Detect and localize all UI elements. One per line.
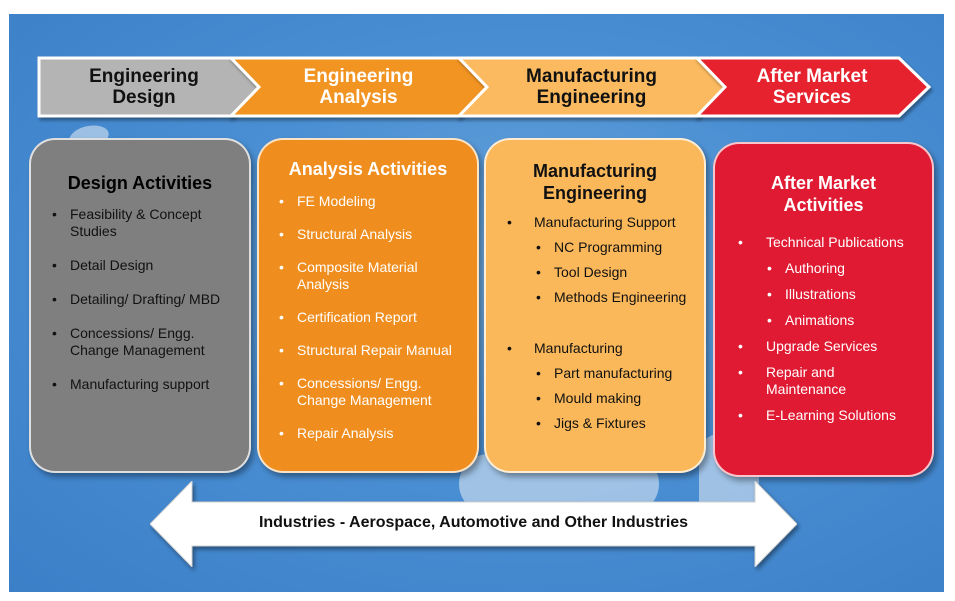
analysis-card-title: Analysis Activities	[288, 159, 448, 179]
stage-label-analysis: Engineering Analysis	[303, 66, 414, 108]
list-item: • Structural Repair Manual	[279, 342, 452, 358]
list-item: • Repair and Maintenance	[738, 364, 847, 397]
list-item: • NC Programming	[536, 239, 663, 255]
diagram-canvas: Engineering Design Engineering Analysis …	[9, 14, 944, 592]
list-item: • Jigs & Fixtures	[536, 415, 646, 431]
list-item: • Mould making	[536, 390, 642, 406]
design-activities-card: Design Activities • Feasibility & Concept…	[29, 138, 251, 473]
list-item: • Methods Engineering	[536, 289, 687, 305]
design-card-title: Design Activities	[67, 173, 213, 193]
stage-label-aftermarket: After Market Services	[756, 66, 868, 108]
list-item: • Part manufacturing	[536, 365, 673, 381]
list-item: • Manufacturing Support	[507, 214, 676, 230]
list-item: • Manufacturing support	[52, 376, 210, 392]
stage-label-manufacturing: Manufacturing Engineering	[526, 66, 657, 108]
list-item: • Manufacturing	[507, 340, 623, 356]
industries-arrow	[150, 481, 797, 567]
industries-label: Industries - Aerospace, Automotive and O…	[258, 514, 689, 531]
list-item: • Certification Report	[279, 309, 417, 325]
list-item: • Technical Publications	[738, 234, 904, 250]
list-item: • Concessions/ Engg. Change Management	[279, 375, 432, 408]
list-item: • Authoring	[767, 260, 845, 276]
list-item: • Upgrade Services	[738, 338, 878, 354]
list-item: • Animations	[767, 312, 855, 328]
aftermarket-card-title: After Market Activities	[770, 173, 877, 215]
analysis-activities-card: Analysis Activities • FE Modeling • Struct…	[257, 138, 479, 473]
list-item: • Detailing/ Drafting/ MBD	[52, 291, 221, 307]
list-item: • Composite Material Analysis	[279, 259, 418, 292]
list-item: • Concessions/ Engg. Change Management	[52, 325, 205, 358]
process-chevrons	[37, 56, 932, 118]
chevron-after-market-services	[693, 56, 932, 118]
list-item: • Repair Analysis	[279, 425, 394, 441]
manufacturing-card-title: Manufacturing Engineering	[533, 161, 657, 203]
stage-label-design: Engineering Design	[89, 66, 199, 108]
list-item: • Detail Design	[52, 257, 154, 273]
list-item: • Illustrations	[767, 286, 856, 302]
list-item: • Structural Analysis	[279, 226, 413, 242]
list-item: • Feasibility & Concept Studies	[52, 206, 202, 239]
after-market-activities-card: After Market Activities • Technical Publi…	[713, 142, 934, 477]
manufacturing-engineering-card: Manufacturing Engineering • Manufacturing…	[484, 138, 706, 473]
list-item: • Tool Design	[536, 264, 628, 280]
list-item: • FE Modeling	[279, 193, 376, 209]
list-item: • E-Learning Solutions	[738, 407, 896, 423]
